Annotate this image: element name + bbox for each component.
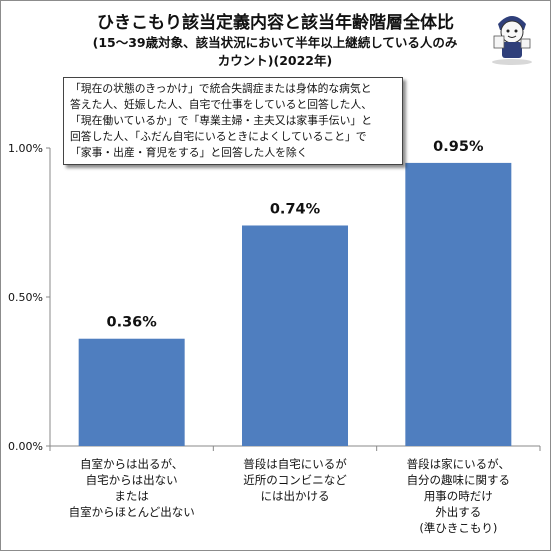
bar-value-label: 0.95% — [433, 139, 484, 155]
x-category-label-line: または — [114, 489, 149, 503]
x-category-label: 普段は家にいるが、 自分の趣味に関する 用事の時だけ 外出する (準ひきこもり) — [377, 456, 540, 536]
bar-value-label: 0.74% — [270, 201, 321, 217]
x-category-label-line: 自室からほとんど出ない — [68, 505, 195, 519]
bar — [242, 225, 348, 446]
bar-value-label: 0.36% — [107, 315, 158, 331]
x-category-label-line: 自分の趣味に関する — [406, 473, 511, 487]
x-category-label-line: には出かける — [260, 489, 330, 503]
note-line: 「現在の状態のきっかけ」で統合失調症または身体的な病気と — [70, 82, 372, 95]
x-category-label-line: 普段は家にいるが、 — [406, 457, 510, 471]
chart-subtitle: (15～39歳対象、該当状況において半年以上継続している人のみ カウント)(20… — [60, 34, 490, 70]
subtitle-line: カウント)(2022年) — [217, 53, 333, 68]
x-category-label-line: 用事の時だけ — [423, 489, 493, 503]
note-line: 回答した人、「ふだん自宅にいるときによくしていること」で — [70, 130, 367, 143]
y-tick-label: 0.00% — [8, 440, 43, 453]
x-category-label: 自室からは出るが、 自宅からは出ない または自室からほとんど出ない — [50, 456, 213, 520]
exclusion-note: 「現在の状態のきっかけ」で統合失調症または身体的な病気と 答えた人、妊娠した人、… — [63, 77, 403, 165]
x-category-label-line: 自宅からは出ない — [85, 473, 178, 487]
subtitle-line: (15～39歳対象、該当状況において半年以上継続している人のみ — [92, 35, 458, 50]
x-category-label: 普段は自宅にいるが 近所のコンビニなど には出かける — [213, 456, 376, 504]
chart-title: ひきこもり該当定義内容と該当年齢階層全体比 — [97, 13, 454, 33]
x-category-label-line: 自室からは出るが、 — [80, 457, 184, 471]
x-category-label-line: 普段は自宅にいるが — [243, 457, 347, 471]
x-category-label-line: 外出する — [435, 505, 482, 519]
x-category-label-line: 近所のコンビニなど — [243, 473, 347, 487]
note-line: 「家事・出産・育児をする」と回答した人を除く — [70, 146, 308, 159]
y-tick-label: 1.00% — [8, 142, 43, 155]
x-category-label-line: (準ひきこもり) — [419, 521, 498, 535]
note-line: 答えた人、妊娠した人、自宅で仕事をしていると回答した人、 — [70, 98, 372, 111]
mascot-logo-icon — [492, 16, 532, 65]
note-line: 「現在働いているか」で「専業主婦・主夫又は家事手伝い」と — [70, 114, 372, 127]
bar — [405, 162, 512, 446]
bar — [78, 338, 185, 446]
y-tick-label: 0.50% — [8, 291, 43, 304]
